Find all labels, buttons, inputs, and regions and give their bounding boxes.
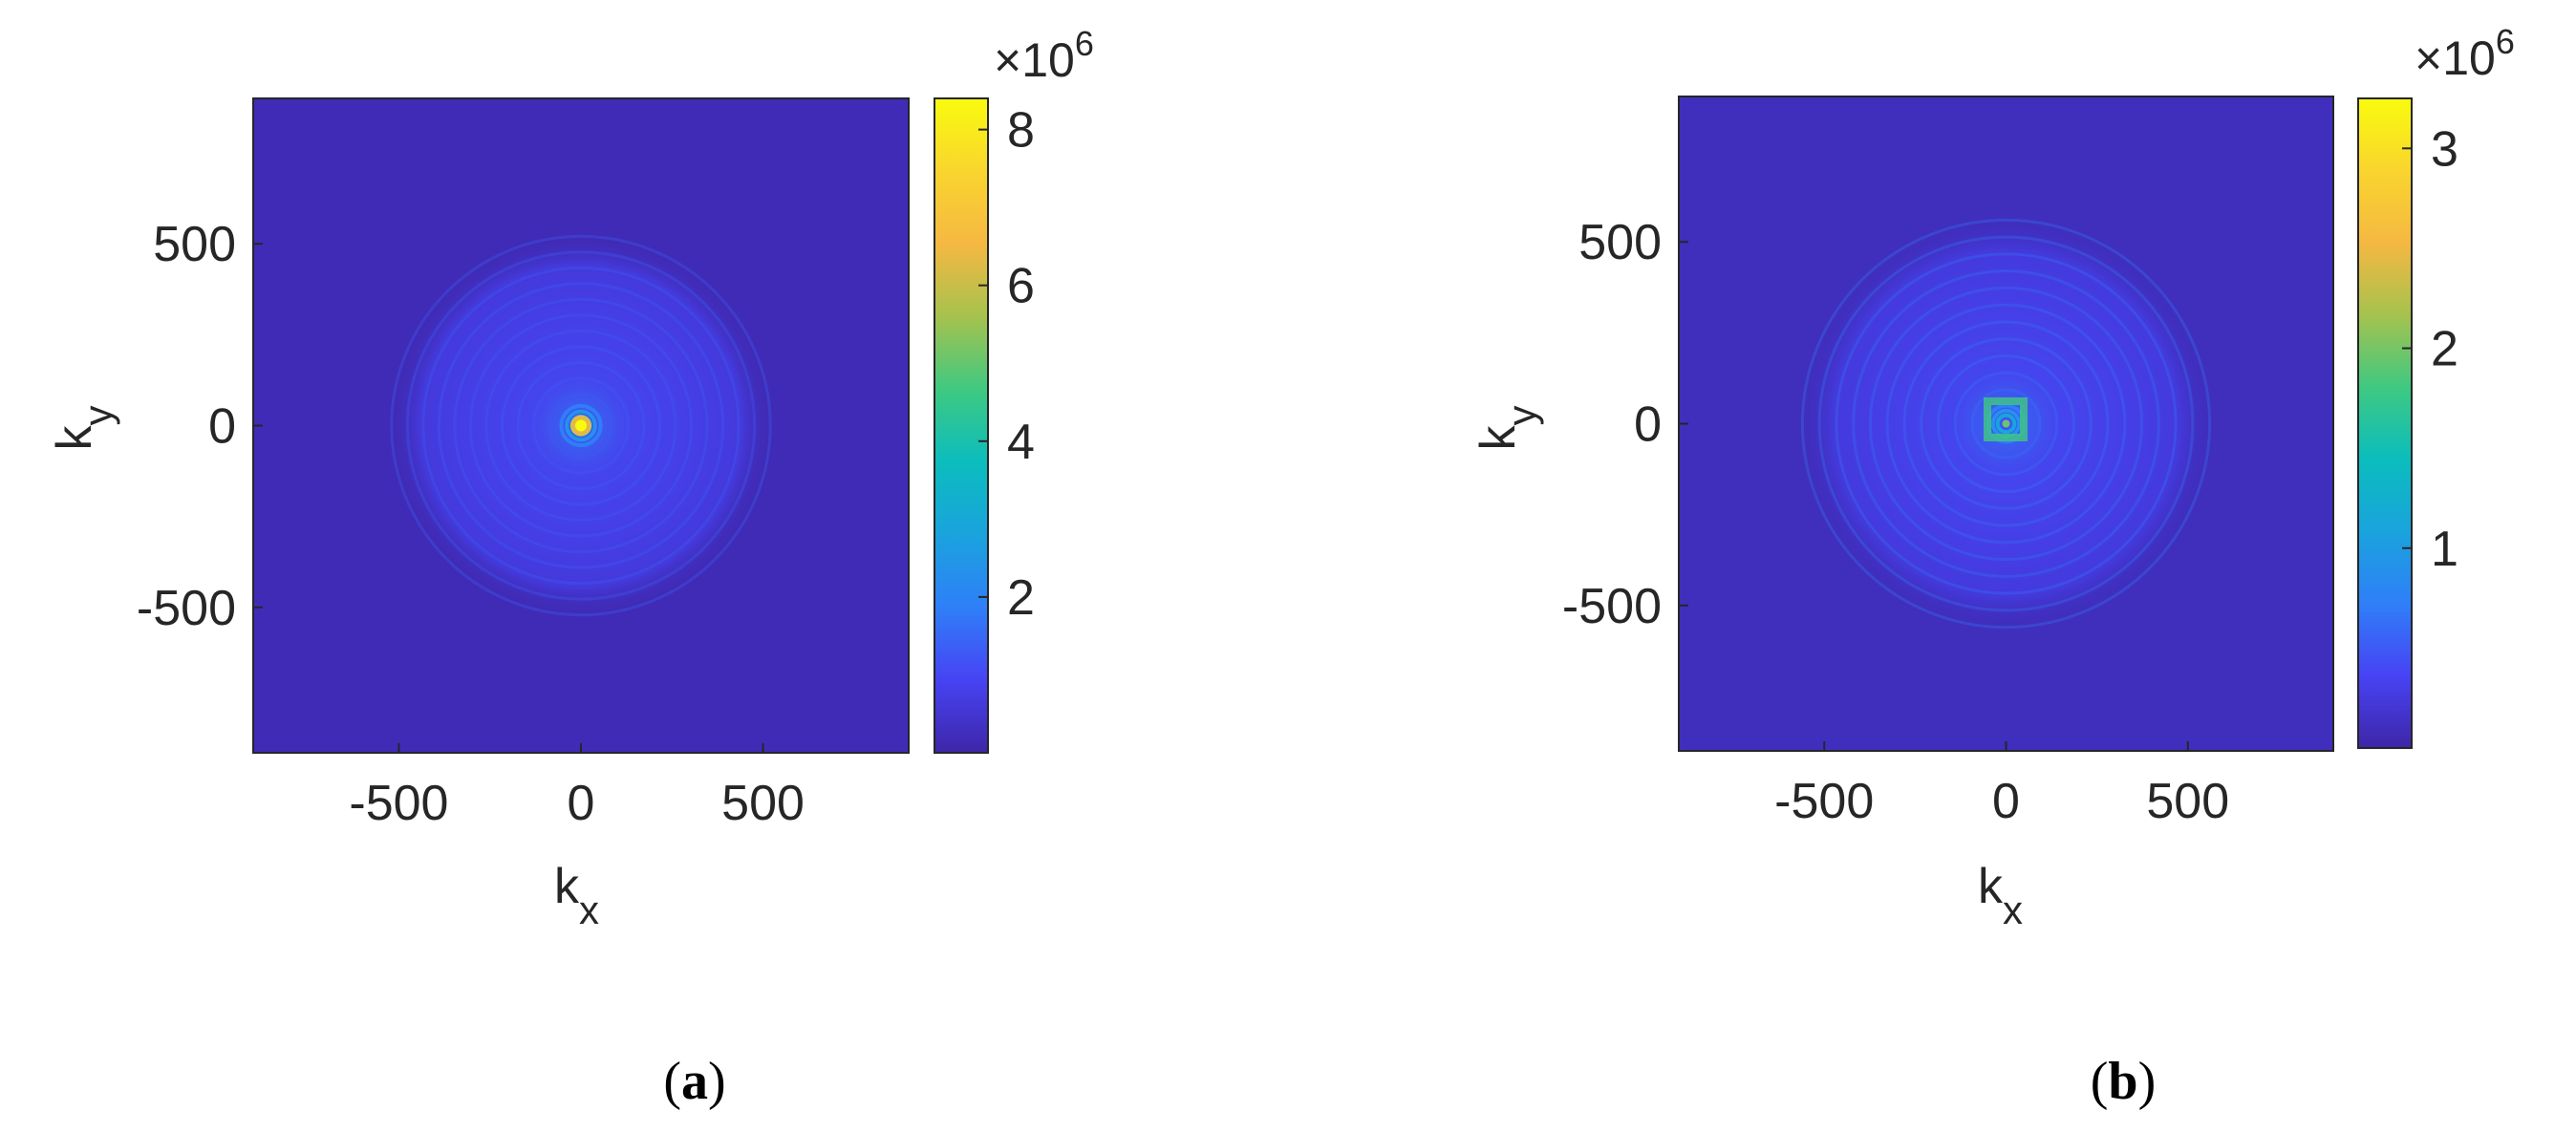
peak-center <box>2002 419 2010 428</box>
concentric-ring <box>531 376 631 475</box>
concentric-ring <box>1800 218 2212 630</box>
x-axis-ticks: -500 0 500 <box>349 743 805 831</box>
panel-a: -500 0 500 500 0 -500 kx ky 2 4 6 8 ×106 (a) <box>47 24 1094 1111</box>
colorbar-tick-label: 1 <box>2431 522 2458 577</box>
x-axis-ticks: -500 0 500 <box>1774 741 2229 829</box>
colorbar-ticks: 2 4 6 8 <box>978 103 1035 626</box>
concentric-ring <box>1885 303 2127 545</box>
heatmap-rings <box>390 234 772 617</box>
concentric-ring <box>484 329 677 523</box>
colorbar-tick-label: 6 <box>1007 259 1035 314</box>
inner-ring <box>1995 413 2017 435</box>
concentric-ring <box>1852 269 2160 578</box>
colorbar-exponent: ×106 <box>994 24 1094 87</box>
colorbar-tick-label: 4 <box>1007 415 1035 470</box>
panel-b: -500 0 500 500 0 -500 kx ky 1 2 3 ×106 (b) <box>1470 22 2515 1111</box>
inner-ring <box>559 403 603 448</box>
inner-ring <box>565 409 597 442</box>
x-axis-label-subscript: x <box>579 887 599 932</box>
colorbar <box>934 97 989 754</box>
concentric-ring <box>390 234 772 617</box>
x-axis-label: kx <box>1978 859 2023 932</box>
y-tick-label: 500 <box>1578 215 1662 270</box>
concentric-ring <box>1835 252 2178 595</box>
x-tick-label: 0 <box>568 776 595 831</box>
central-square-ring <box>1984 397 2028 441</box>
concentric-ring <box>1902 320 2110 527</box>
colorbar-ticks: 1 2 3 <box>2402 121 2458 577</box>
concentric-ring <box>1936 353 2076 494</box>
colorbar <box>2357 97 2413 749</box>
concentric-ring <box>1817 235 2195 612</box>
y-tick-label: -500 <box>1562 579 1662 634</box>
colorbar-tick-label: 2 <box>1007 570 1035 626</box>
y-tick-label: -500 <box>137 581 236 636</box>
colorbar-exponent-power: 6 <box>1075 24 1094 63</box>
y-axis-label: ky <box>47 406 120 451</box>
y-tick-label: 500 <box>153 217 236 272</box>
concentric-ring <box>1868 286 2144 562</box>
concentric-ring <box>1953 371 2059 477</box>
concentric-ring <box>437 282 725 569</box>
y-axis-ticks: 500 0 -500 <box>137 217 263 636</box>
colorbar-tick-label: 3 <box>2431 121 2458 177</box>
concentric-ring <box>421 266 741 586</box>
panel-caption: (a) <box>663 1052 725 1111</box>
y-axis-label-subscript: y <box>75 406 120 426</box>
concentric-ring <box>468 313 694 538</box>
y-tick-label: 0 <box>1634 397 1662 453</box>
concentric-ring <box>453 297 709 554</box>
y-tick-label: 0 <box>208 399 236 455</box>
colorbar-exponent-power: 6 <box>2496 22 2515 61</box>
concentric-ring <box>500 345 662 506</box>
colorbar-tick-label: 2 <box>2431 322 2458 377</box>
x-axis-label-subscript: x <box>2003 887 2023 932</box>
colorbar-exponent: ×106 <box>2415 22 2515 85</box>
x-tick-label: -500 <box>349 776 448 831</box>
y-axis-ticks: 500 0 -500 <box>1562 215 1688 634</box>
concentric-ring <box>1920 337 2093 510</box>
concentric-ring <box>405 250 757 601</box>
colorbar-tick-label: 8 <box>1007 103 1035 159</box>
peak-center <box>575 419 587 432</box>
concentric-ring <box>547 392 614 460</box>
concentric-ring <box>516 360 646 491</box>
x-tick-label: 0 <box>1992 774 2020 829</box>
x-tick-label: 500 <box>2146 774 2229 829</box>
x-tick-label: -500 <box>1774 774 1874 829</box>
x-tick-label: 500 <box>721 776 805 831</box>
concentric-ring <box>1970 388 2042 460</box>
heatmap-rings <box>1800 218 2212 630</box>
panel-caption: (b) <box>2091 1052 2156 1111</box>
y-axis-label: ky <box>1470 406 1544 451</box>
x-axis-label: kx <box>554 859 599 932</box>
y-axis-label-subscript: y <box>1499 406 1544 426</box>
